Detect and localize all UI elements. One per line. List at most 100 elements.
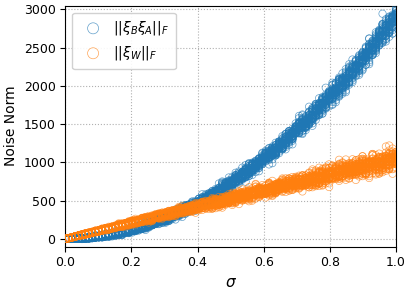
$||\xi_B\xi_A||_F$ bbox=[222, 185, 228, 190]
$||\xi_B\xi_A||_F$ bbox=[88, 235, 95, 240]
$||\xi_W||_F$ bbox=[205, 201, 212, 206]
$||\xi_B\xi_A||_F$ bbox=[169, 214, 175, 218]
$||\xi_W||_F$ bbox=[79, 233, 85, 237]
$||\xi_W||_F$ bbox=[82, 232, 88, 237]
$||\xi_B\xi_A||_F$ bbox=[322, 98, 328, 102]
$||\xi_W||_F$ bbox=[305, 181, 312, 186]
$||\xi_W||_F$ bbox=[72, 234, 79, 239]
$||\xi_B\xi_A||_F$ bbox=[119, 230, 125, 235]
$||\xi_B\xi_A||_F$ bbox=[312, 109, 318, 113]
$||\xi_W||_F$ bbox=[388, 153, 395, 158]
$||\xi_W||_F$ bbox=[272, 191, 278, 195]
$||\xi_W||_F$ bbox=[352, 164, 358, 169]
$||\xi_B\xi_A||_F$ bbox=[92, 235, 99, 240]
$||\xi_B\xi_A||_F$ bbox=[318, 100, 325, 105]
$||\xi_B\xi_A||_F$ bbox=[128, 228, 135, 233]
$||\xi_W||_F$ bbox=[209, 200, 215, 205]
$||\xi_W||_F$ bbox=[108, 225, 115, 229]
$||\xi_W||_F$ bbox=[172, 208, 178, 213]
$||\xi_W||_F$ bbox=[325, 176, 332, 181]
$||\xi_B\xi_A||_F$ bbox=[175, 207, 182, 212]
$||\xi_W||_F$ bbox=[325, 170, 332, 174]
$||\xi_W||_F$ bbox=[155, 211, 162, 216]
$||\xi_W||_F$ bbox=[382, 160, 388, 165]
$||\xi_W||_F$ bbox=[305, 177, 312, 181]
$||\xi_B\xi_A||_F$ bbox=[85, 235, 92, 240]
$||\xi_W||_F$ bbox=[88, 230, 95, 235]
$||\xi_W||_F$ bbox=[308, 180, 315, 185]
$||\xi_B\xi_A||_F$ bbox=[105, 235, 112, 239]
$||\xi_B\xi_A||_F$ bbox=[285, 132, 292, 137]
$||\xi_W||_F$ bbox=[195, 202, 202, 207]
$||\xi_B\xi_A||_F$ bbox=[222, 181, 228, 186]
$||\xi_B\xi_A||_F$ bbox=[242, 165, 248, 170]
$||\xi_W||_F$ bbox=[295, 184, 301, 189]
$||\xi_W||_F$ bbox=[65, 236, 72, 240]
$||\xi_B\xi_A||_F$ bbox=[275, 143, 282, 148]
$||\xi_B\xi_A||_F$ bbox=[169, 214, 175, 218]
$||\xi_W||_F$ bbox=[388, 155, 395, 159]
$||\xi_W||_F$ bbox=[172, 209, 178, 213]
$||\xi_B\xi_A||_F$ bbox=[235, 172, 242, 177]
$||\xi_W||_F$ bbox=[372, 168, 378, 173]
$||\xi_W||_F$ bbox=[162, 213, 169, 217]
$||\xi_B\xi_A||_F$ bbox=[285, 129, 292, 133]
$||\xi_B\xi_A||_F$ bbox=[392, 14, 398, 19]
$||\xi_B\xi_A||_F$ bbox=[308, 113, 315, 117]
$||\xi_W||_F$ bbox=[195, 204, 202, 208]
$||\xi_W||_F$ bbox=[95, 229, 102, 233]
$||\xi_W||_F$ bbox=[172, 212, 178, 216]
$||\xi_B\xi_A||_F$ bbox=[155, 218, 162, 223]
$||\xi_B\xi_A||_F$ bbox=[305, 116, 312, 121]
$||\xi_B\xi_A||_F$ bbox=[148, 222, 155, 227]
$||\xi_B\xi_A||_F$ bbox=[112, 232, 118, 237]
$||\xi_W||_F$ bbox=[139, 220, 145, 224]
$||\xi_W||_F$ bbox=[212, 202, 218, 206]
$||\xi_W||_F$ bbox=[132, 220, 138, 225]
$||\xi_B\xi_A||_F$ bbox=[258, 159, 265, 164]
$||\xi_W||_F$ bbox=[112, 224, 118, 228]
$||\xi_B\xi_A||_F$ bbox=[182, 206, 189, 211]
$||\xi_W||_F$ bbox=[69, 235, 75, 240]
$||\xi_W||_F$ bbox=[102, 227, 108, 231]
$||\xi_W||_F$ bbox=[372, 167, 378, 172]
$||\xi_B\xi_A||_F$ bbox=[332, 87, 338, 92]
$||\xi_B\xi_A||_F$ bbox=[202, 198, 208, 203]
$||\xi_W||_F$ bbox=[325, 171, 332, 175]
$||\xi_B\xi_A||_F$ bbox=[275, 144, 282, 149]
$||\xi_B\xi_A||_F$ bbox=[172, 214, 178, 218]
$||\xi_B\xi_A||_F$ bbox=[248, 163, 255, 168]
$||\xi_W||_F$ bbox=[348, 169, 355, 173]
$||\xi_W||_F$ bbox=[282, 186, 288, 191]
$||\xi_W||_F$ bbox=[162, 213, 169, 218]
$||\xi_B\xi_A||_F$ bbox=[222, 182, 228, 187]
$||\xi_W||_F$ bbox=[195, 203, 202, 207]
$||\xi_W||_F$ bbox=[238, 194, 245, 199]
$||\xi_B\xi_A||_F$ bbox=[369, 41, 375, 46]
$||\xi_B\xi_A||_F$ bbox=[352, 66, 358, 71]
$||\xi_B\xi_A||_F$ bbox=[152, 220, 158, 225]
$||\xi_B\xi_A||_F$ bbox=[335, 80, 342, 84]
$||\xi_W||_F$ bbox=[272, 183, 278, 188]
$||\xi_B\xi_A||_F$ bbox=[302, 118, 308, 123]
$||\xi_B\xi_A||_F$ bbox=[388, 19, 395, 24]
$||\xi_W||_F$ bbox=[102, 227, 108, 232]
$||\xi_B\xi_A||_F$ bbox=[375, 32, 382, 37]
$||\xi_W||_F$ bbox=[72, 234, 79, 239]
$||\xi_B\xi_A||_F$ bbox=[189, 205, 195, 209]
$||\xi_B\xi_A||_F$ bbox=[189, 203, 195, 208]
$||\xi_B\xi_A||_F$ bbox=[272, 148, 278, 153]
$||\xi_B\xi_A||_F$ bbox=[215, 188, 222, 193]
$||\xi_B\xi_A||_F$ bbox=[355, 58, 362, 62]
$||\xi_B\xi_A||_F$ bbox=[88, 235, 95, 240]
$||\xi_B\xi_A||_F$ bbox=[152, 220, 158, 225]
$||\xi_W||_F$ bbox=[285, 182, 292, 186]
$||\xi_W||_F$ bbox=[125, 221, 132, 226]
$||\xi_B\xi_A||_F$ bbox=[242, 163, 248, 168]
$||\xi_W||_F$ bbox=[105, 225, 112, 230]
$||\xi_W||_F$ bbox=[342, 157, 348, 162]
$||\xi_W||_F$ bbox=[148, 214, 155, 219]
$||\xi_B\xi_A||_F$ bbox=[165, 212, 172, 217]
$||\xi_B\xi_A||_F$ bbox=[198, 195, 205, 199]
$||\xi_W||_F$ bbox=[202, 203, 208, 207]
